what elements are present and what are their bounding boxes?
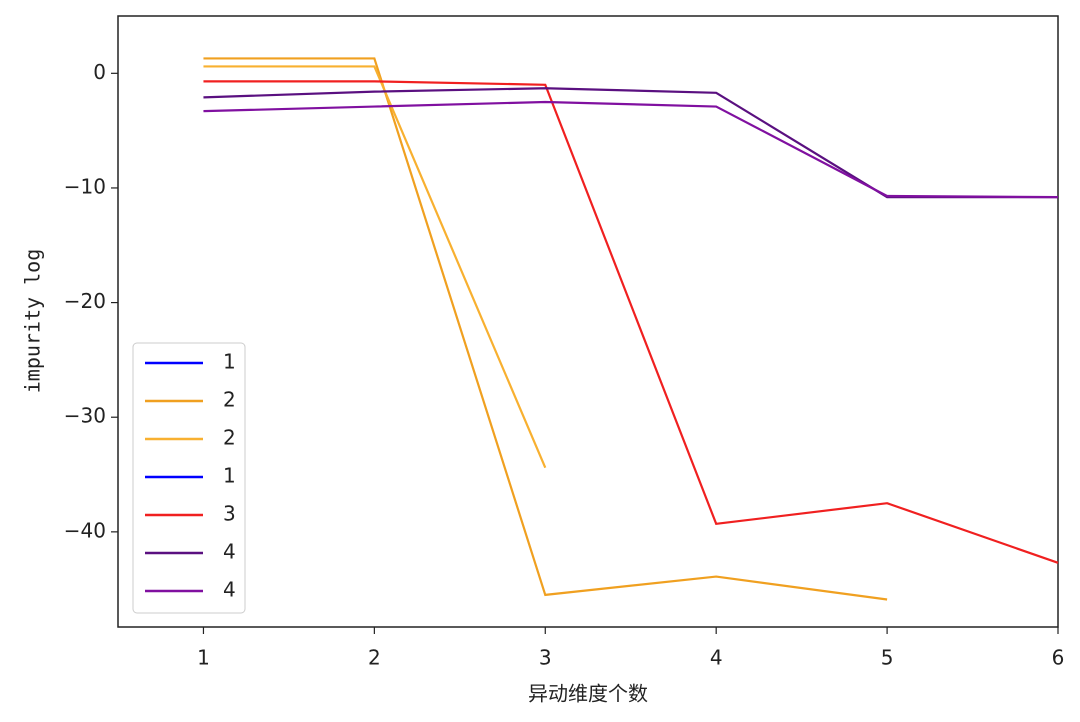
y-tick-label: −10	[64, 174, 106, 198]
plot-frame	[117, 15, 1059, 628]
legend-label: 1	[223, 464, 236, 488]
y-tick-label: −30	[64, 404, 106, 428]
line-series	[203, 57, 888, 601]
legend-label: 3	[223, 502, 236, 526]
legend-label: 1	[223, 350, 236, 374]
x-tick-label: 5	[881, 646, 894, 670]
y-tick-label: −40	[64, 518, 106, 542]
legend-label: 2	[223, 388, 236, 412]
legend-label: 4	[223, 540, 236, 564]
x-tick-label: 6	[1052, 646, 1065, 670]
x-tick-label: 4	[710, 646, 723, 670]
y-axis-label: impurity log	[21, 249, 45, 394]
y-tick-label: −20	[64, 289, 106, 313]
line-series	[203, 80, 1059, 564]
line-series	[203, 100, 1059, 199]
line-series	[203, 65, 547, 469]
x-tick-label: 2	[368, 646, 381, 670]
legend-label: 2	[223, 426, 236, 450]
legend-label: 4	[223, 578, 236, 602]
y-tick-label: 0	[93, 60, 106, 84]
x-axis-label: 异动维度个数	[528, 682, 648, 706]
x-tick-label: 1	[197, 646, 210, 670]
x-tick-label: 3	[539, 646, 552, 670]
